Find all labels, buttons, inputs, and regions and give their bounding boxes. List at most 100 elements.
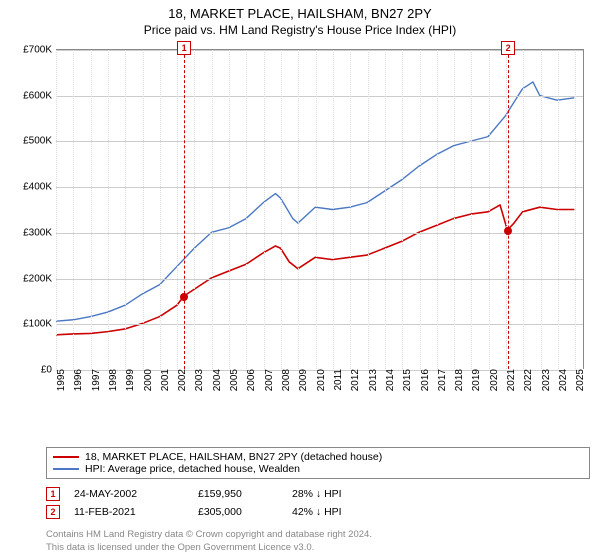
gridline-h — [56, 141, 583, 142]
legend-label-series1: 18, MARKET PLACE, HAILSHAM, BN27 2PY (de… — [85, 451, 382, 463]
gridline-v — [471, 50, 472, 369]
xtick-label: 2021 — [502, 369, 517, 391]
gridline-v — [368, 50, 369, 369]
xtick-label: 2015 — [398, 369, 413, 391]
gridline-h — [56, 96, 583, 97]
title-address: 18, MARKET PLACE, HAILSHAM, BN27 2PY — [0, 6, 600, 21]
gridline-v — [143, 50, 144, 369]
xtick-label: 2018 — [450, 369, 465, 391]
pricepaid-marker: 2 — [46, 505, 60, 519]
pricepaid-date: 24-MAY-2002 — [74, 488, 184, 500]
xtick-label: 2005 — [225, 369, 240, 391]
gridline-v — [108, 50, 109, 369]
footer-line2: This data is licensed under the Open Gov… — [46, 542, 590, 554]
ytick-label: £100K — [23, 319, 56, 330]
xtick-label: 1995 — [52, 369, 67, 391]
xtick-label: 2010 — [312, 369, 327, 391]
xtick-label: 1997 — [87, 369, 102, 391]
title-subtitle: Price paid vs. HM Land Registry's House … — [0, 23, 600, 37]
gridline-v — [281, 50, 282, 369]
footer-line1: Contains HM Land Registry data © Crown c… — [46, 529, 590, 541]
gridline-v — [316, 50, 317, 369]
legend-swatch-series2 — [53, 468, 79, 470]
xtick-label: 2007 — [260, 369, 275, 391]
xtick-label: 2016 — [416, 369, 431, 391]
gridline-v — [177, 50, 178, 369]
pricepaid-table: 1 24-MAY-2002 £159,950 28% ↓ HPI 2 11-FEB-202… — [46, 485, 590, 521]
xtick-label: 2020 — [485, 369, 500, 391]
xtick-label: 2017 — [433, 369, 448, 391]
pricepaid-price: £159,950 — [198, 488, 278, 500]
gridline-h — [56, 187, 583, 188]
xtick-label: 2004 — [208, 369, 223, 391]
gridline-v — [194, 50, 195, 369]
title-block: 18, MARKET PLACE, HAILSHAM, BN27 2PY Pri… — [0, 0, 600, 37]
gridline-v — [454, 50, 455, 369]
gridline-v — [437, 50, 438, 369]
marker-dot — [180, 293, 188, 301]
xtick-label: 2006 — [242, 369, 257, 391]
chart: £0£100K£200K£300K£400K£500K£600K£700K199… — [10, 41, 590, 441]
pricepaid-marker: 1 — [46, 487, 60, 501]
chart-lines — [56, 50, 583, 369]
xtick-label: 2000 — [139, 369, 154, 391]
ytick-label: £400K — [23, 182, 56, 193]
gridline-v — [333, 50, 334, 369]
gridline-v — [506, 50, 507, 369]
pricepaid-price: £305,000 — [198, 506, 278, 518]
gridline-v — [56, 50, 57, 369]
xtick-label: 2019 — [467, 369, 482, 391]
xtick-label: 2014 — [381, 369, 396, 391]
gridline-v — [264, 50, 265, 369]
legend-label-series2: HPI: Average price, detached house, Weal… — [85, 463, 300, 475]
xtick-label: 1999 — [121, 369, 136, 391]
xtick-label: 2024 — [554, 369, 569, 391]
gridline-v — [350, 50, 351, 369]
ytick-label: £600K — [23, 90, 56, 101]
gridline-v — [558, 50, 559, 369]
xtick-label: 2022 — [519, 369, 534, 391]
gridline-v — [73, 50, 74, 369]
ytick-label: £300K — [23, 227, 56, 238]
gridline-v — [298, 50, 299, 369]
gridline-v — [420, 50, 421, 369]
xtick-label: 2011 — [329, 369, 344, 391]
footer: Contains HM Land Registry data © Crown c… — [46, 529, 590, 554]
xtick-label: 2013 — [364, 369, 379, 391]
ytick-label: £500K — [23, 136, 56, 147]
marker-box: 2 — [501, 41, 515, 55]
marker-vline — [184, 50, 185, 369]
gridline-h — [56, 233, 583, 234]
ytick-label: £700K — [23, 45, 56, 56]
gridline-v — [402, 50, 403, 369]
xtick-label: 2008 — [277, 369, 292, 391]
gridline-v — [229, 50, 230, 369]
gridline-v — [541, 50, 542, 369]
xtick-label: 1998 — [104, 369, 119, 391]
ytick-label: £200K — [23, 273, 56, 284]
gridline-v — [160, 50, 161, 369]
gridline-v — [489, 50, 490, 369]
pricepaid-delta: 28% ↓ HPI — [292, 488, 392, 500]
gridline-v — [385, 50, 386, 369]
gridline-v — [212, 50, 213, 369]
gridline-v — [125, 50, 126, 369]
xtick-label: 2025 — [571, 369, 586, 391]
xtick-label: 2023 — [537, 369, 552, 391]
gridline-v — [575, 50, 576, 369]
gridline-h — [56, 324, 583, 325]
legend-row-series2: HPI: Average price, detached house, Weal… — [53, 463, 583, 475]
root: 18, MARKET PLACE, HAILSHAM, BN27 2PY Pri… — [0, 0, 600, 560]
gridline-h — [56, 279, 583, 280]
xtick-label: 2012 — [346, 369, 361, 391]
xtick-label: 2001 — [156, 369, 171, 391]
pricepaid-delta: 42% ↓ HPI — [292, 506, 392, 518]
xtick-label: 2009 — [294, 369, 309, 391]
plot-area: £0£100K£200K£300K£400K£500K£600K£700K199… — [56, 49, 584, 369]
gridline-v — [523, 50, 524, 369]
xtick-label: 1996 — [69, 369, 84, 391]
gridline-v — [91, 50, 92, 369]
pricepaid-date: 11-FEB-2021 — [74, 506, 184, 518]
gridline-v — [246, 50, 247, 369]
legend-swatch-series1 — [53, 456, 79, 458]
